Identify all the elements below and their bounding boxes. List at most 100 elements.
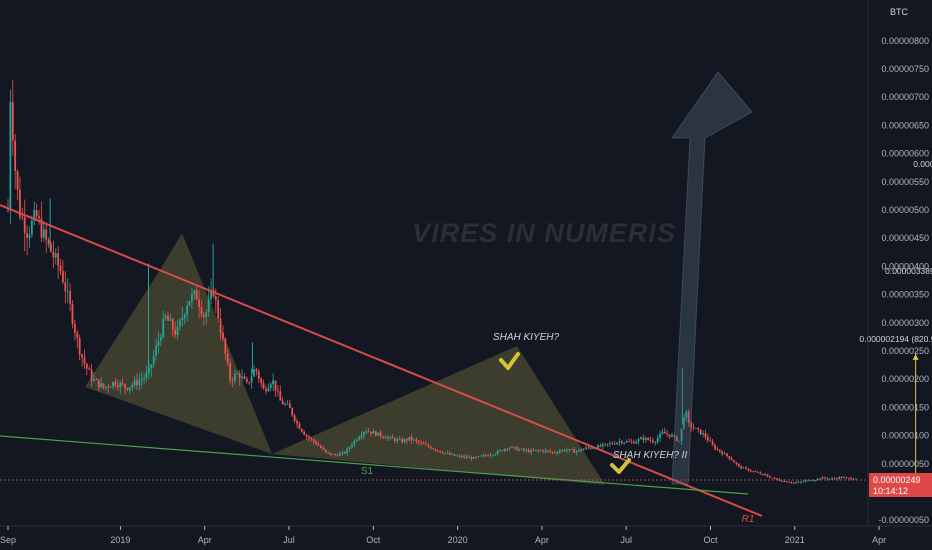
- price-tick-label: 0.00000750: [881, 64, 929, 74]
- watermark: VIRES IN NUMERIS: [412, 218, 676, 248]
- candle-body: [711, 441, 714, 446]
- candle-body: [537, 450, 540, 451]
- candle-body: [640, 437, 642, 440]
- candle-body: [465, 456, 468, 458]
- candle-body: [11, 102, 14, 141]
- candle-body: [730, 458, 733, 461]
- candle-body: [78, 338, 81, 355]
- candle-body: [852, 478, 855, 480]
- candle-body: [298, 423, 301, 429]
- candle-body: [279, 391, 282, 401]
- candle-body: [26, 233, 29, 238]
- price-tick-label: 0.00000450: [881, 233, 929, 243]
- price-axis[interactable]: 0.00000800 0.00000750 0.00000700 0.00000650…: [878, 36, 929, 525]
- candle-body: [821, 477, 824, 480]
- candle-body: [73, 324, 76, 333]
- candle-body: [437, 450, 439, 452]
- candle-body: [413, 439, 415, 441]
- candle-body: [155, 345, 157, 356]
- current-price-value: 0.00000249: [873, 475, 921, 485]
- candle-body: [346, 448, 349, 454]
- candle-body: [723, 453, 726, 455]
- checkmark-icon: [499, 352, 520, 370]
- pattern1-left-triangle: [85, 233, 272, 454]
- candle-body: [802, 481, 805, 483]
- candle-body: [425, 444, 427, 446]
- harmonic-pattern-1: [85, 233, 272, 454]
- candle-body: [838, 476, 841, 479]
- candle-body: [599, 445, 602, 447]
- candle-body: [618, 441, 621, 443]
- candle-body: [188, 301, 191, 306]
- candle-body: [616, 442, 618, 445]
- candle-body: [558, 451, 561, 453]
- candle-body: [761, 474, 764, 475]
- candle-body: [726, 453, 728, 457]
- candle-body: [429, 446, 432, 449]
- candle-body: [59, 265, 62, 272]
- candle-body: [592, 448, 595, 449]
- candle-body: [544, 450, 547, 452]
- candle-body: [577, 449, 580, 452]
- candle-body: [549, 450, 552, 452]
- candle-body: [394, 438, 396, 441]
- candle-body: [105, 386, 107, 388]
- candle-body: [174, 329, 177, 335]
- candle-body: [243, 376, 246, 379]
- candle-body: [699, 429, 702, 435]
- price-tick-label: 0.00000350: [881, 290, 929, 300]
- candle-body: [819, 478, 821, 480]
- candle-body: [202, 314, 205, 317]
- candle-body: [432, 448, 435, 450]
- candle-body: [286, 403, 289, 405]
- candle-body: [265, 388, 267, 392]
- candle-body: [405, 439, 408, 441]
- candle-body: [570, 449, 573, 450]
- candle-body: [518, 449, 521, 451]
- price-tick-label: 0.00000500: [881, 205, 929, 215]
- candle-body: [112, 381, 114, 387]
- candle-body: [272, 380, 275, 385]
- candle-body: [291, 408, 294, 416]
- candle-body: [367, 431, 370, 433]
- candle-body: [451, 454, 454, 456]
- candle-body: [855, 478, 857, 480]
- candle-body: [269, 384, 272, 389]
- candle-body: [100, 383, 103, 388]
- candle-body: [649, 439, 652, 441]
- candle-body: [176, 326, 179, 335]
- candle-body: [568, 449, 571, 451]
- candle-body: [288, 403, 291, 409]
- candle-body: [460, 455, 463, 458]
- candle-body: [546, 450, 549, 452]
- candle-body: [138, 380, 141, 386]
- price-tick-label: 0.00000100: [881, 431, 929, 441]
- resistance-line: [0, 204, 763, 517]
- candle-body: [812, 480, 814, 482]
- candle-body: [475, 456, 478, 458]
- candle-body: [143, 377, 146, 379]
- candle-body: [685, 411, 688, 418]
- price-tick-label: 0.00000800: [881, 36, 929, 46]
- candle-body: [372, 431, 375, 434]
- candle-body: [637, 439, 640, 442]
- candle-body: [69, 291, 72, 304]
- candle-body: [365, 431, 368, 433]
- time-axis[interactable]: Sep2019AprJulOct2020AprJulOct2021AprJulO…: [0, 526, 932, 545]
- candle-body: [613, 443, 616, 445]
- candle-body: [358, 437, 361, 440]
- annotation-shah-kiyeh: SHAH KIYEH?: [493, 332, 560, 343]
- candle-body: [322, 447, 325, 450]
- candle-body: [482, 455, 485, 456]
- candle-body: [81, 354, 83, 358]
- candle-body: [324, 449, 327, 452]
- candle-body: [778, 479, 781, 481]
- candle-body: [780, 480, 783, 482]
- harmonic-pattern-2: [272, 346, 605, 485]
- candle-body: [785, 481, 788, 483]
- candle-body: [327, 451, 329, 453]
- time-tick-label: 2019: [110, 535, 130, 545]
- candle-body: [735, 462, 738, 465]
- candle-body: [248, 381, 251, 383]
